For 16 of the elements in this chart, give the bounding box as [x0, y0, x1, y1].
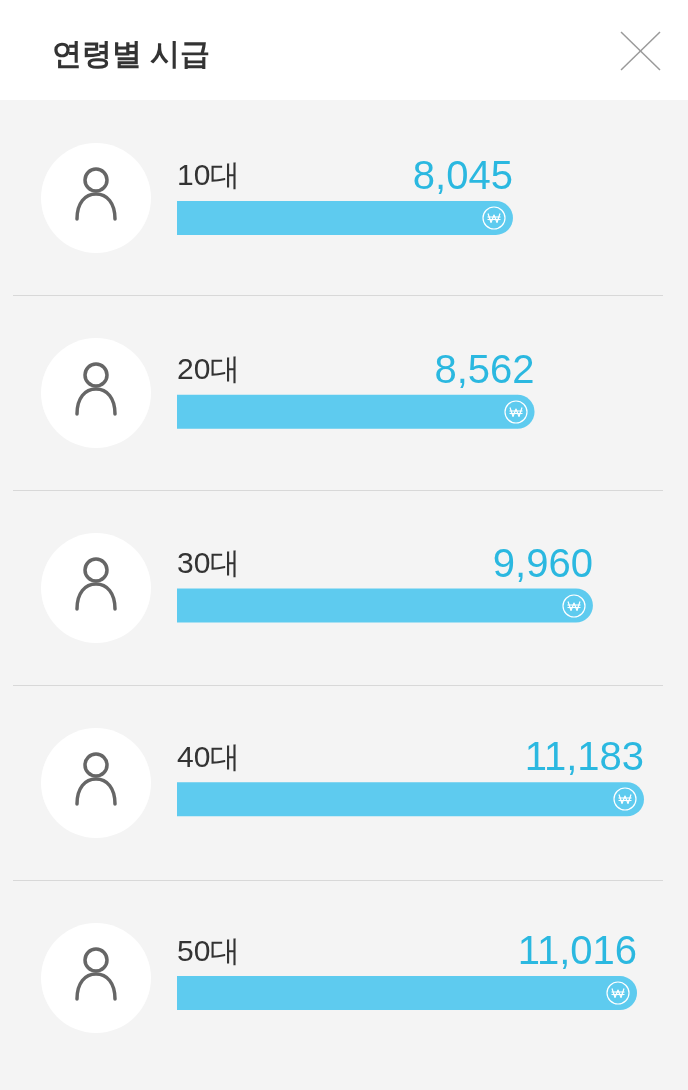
data-label: 8,562	[434, 346, 535, 391]
data-label: 11,016	[517, 928, 638, 973]
y-tick-label: 40대	[177, 739, 241, 773]
data-label: 11,183	[524, 734, 644, 779]
y-tick-label: 50대	[177, 933, 241, 967]
bar	[177, 200, 513, 235]
y-tick-label: 10대	[177, 158, 241, 192]
bar	[177, 394, 535, 429]
chart-title: 연령별 시급	[52, 36, 211, 70]
bar	[177, 782, 644, 817]
data-label: 9,960	[492, 540, 593, 585]
data-label: 8,045	[412, 152, 513, 197]
bar	[177, 588, 593, 623]
bar	[177, 976, 638, 1011]
y-tick-label: 20대	[177, 352, 241, 386]
y-tick-label: 30대	[177, 546, 241, 579]
